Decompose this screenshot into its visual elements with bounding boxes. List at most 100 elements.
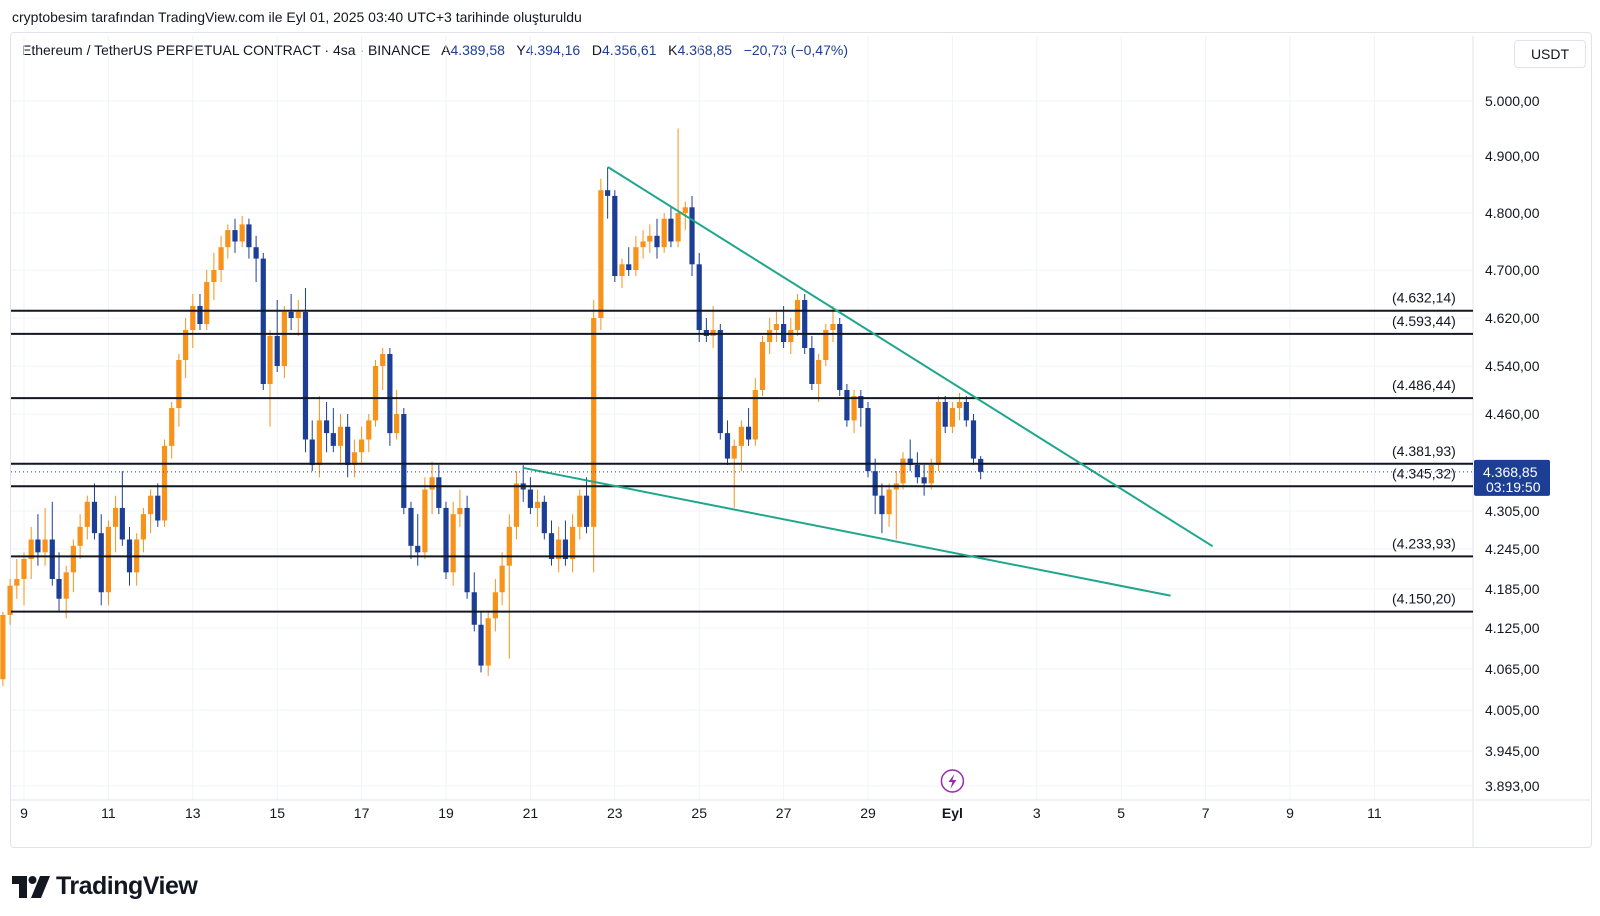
candle-body — [752, 390, 758, 440]
candle — [56, 552, 62, 612]
time-axis-tick-label: 11 — [101, 805, 116, 821]
candle-body — [689, 207, 695, 265]
candle-body — [246, 224, 252, 248]
high-label: Y — [516, 42, 526, 58]
price-axis-tick-label: 4.800,00 — [1485, 205, 1540, 221]
event-marker-icon — [940, 769, 965, 793]
candle-body — [794, 300, 801, 330]
candle — [274, 300, 280, 372]
candle — [239, 215, 245, 248]
level-label: (4.150,20) — [1392, 591, 1456, 607]
candle-body — [654, 235, 660, 248]
candle — [689, 195, 695, 276]
candle — [253, 235, 259, 282]
candle — [148, 489, 154, 534]
candle-body — [176, 360, 182, 408]
candle — [935, 396, 942, 472]
candle — [717, 324, 723, 440]
close-label: K — [668, 42, 678, 58]
candle-body — [738, 426, 744, 446]
candle-body — [281, 312, 287, 366]
candle-body — [872, 471, 878, 496]
candle-body — [450, 514, 456, 573]
close-value: 4.368,85 — [677, 42, 733, 58]
trendline — [607, 166, 1213, 547]
candle — [647, 224, 653, 253]
candle-body — [598, 190, 604, 318]
candle-body — [387, 354, 393, 434]
candle-body — [232, 230, 238, 242]
last-price-tag — [1474, 459, 1550, 496]
candle-body — [35, 539, 41, 553]
tradingview-logo[interactable]: TradingView — [12, 872, 198, 901]
candle-body — [492, 592, 498, 619]
candle — [823, 324, 829, 366]
candle-body — [745, 426, 752, 440]
candle — [387, 348, 393, 446]
trendline — [523, 467, 1171, 597]
candle-body — [682, 207, 688, 213]
candle-body — [211, 270, 217, 282]
candle — [907, 439, 913, 472]
level-label: (4.381,93) — [1392, 443, 1456, 459]
candle-body — [7, 585, 13, 615]
candle — [788, 318, 794, 354]
candle — [506, 514, 512, 659]
candle-body — [140, 514, 147, 540]
candle — [598, 178, 604, 330]
time-axis-tick-label: 23 — [607, 805, 623, 821]
candle — [323, 402, 330, 453]
candle-body — [359, 439, 365, 453]
candle-body — [148, 495, 154, 515]
candle-body — [717, 330, 723, 434]
candle — [802, 294, 808, 354]
candle — [879, 483, 885, 534]
level-label: (4.233,93) — [1392, 535, 1456, 551]
low-value: 4.356,61 — [602, 42, 657, 58]
price-axis-tick-label: 4.245,00 — [1485, 541, 1540, 557]
candle-body — [816, 360, 822, 384]
symbol-name[interactable]: Ethereum / TetherUS PERPETUAL CONTRACT ·… — [22, 42, 431, 58]
candle — [520, 465, 526, 502]
candle — [640, 230, 646, 259]
candle-body — [513, 483, 520, 527]
candle-body — [809, 348, 815, 384]
candle-body — [77, 526, 83, 546]
candle — [345, 414, 351, 478]
price-axis-tick-label: 4.460,00 — [1485, 406, 1540, 422]
candle-body — [98, 533, 104, 593]
candle-body — [675, 213, 681, 242]
candle — [176, 354, 182, 427]
candle — [91, 483, 98, 540]
candle — [232, 218, 238, 253]
candle — [556, 526, 562, 573]
candle — [309, 420, 315, 472]
candle — [914, 452, 920, 484]
tradingview-logo-text: TradingView — [56, 872, 198, 900]
candle — [70, 539, 76, 593]
currency-button[interactable]: USDT — [1514, 40, 1586, 68]
candle — [443, 501, 449, 579]
candle — [63, 565, 69, 619]
candle — [77, 514, 83, 559]
candle — [738, 420, 744, 472]
candle-body — [612, 195, 618, 276]
candle-body — [91, 501, 98, 534]
candle — [759, 336, 766, 396]
candle-body — [63, 572, 69, 599]
candle — [436, 465, 442, 515]
symbol-legend: Ethereum / TetherUS PERPETUAL CONTRACT ·… — [22, 42, 848, 58]
time-axis-tick-label: 13 — [185, 805, 201, 821]
candle — [767, 318, 773, 354]
candle — [105, 520, 111, 606]
candle — [112, 495, 119, 553]
candle-body — [570, 526, 576, 559]
candle-body — [591, 318, 597, 527]
candle — [781, 306, 787, 348]
candle — [288, 294, 294, 330]
candle — [422, 477, 428, 559]
candle — [963, 396, 969, 427]
candle — [246, 218, 252, 259]
candle — [260, 252, 266, 390]
